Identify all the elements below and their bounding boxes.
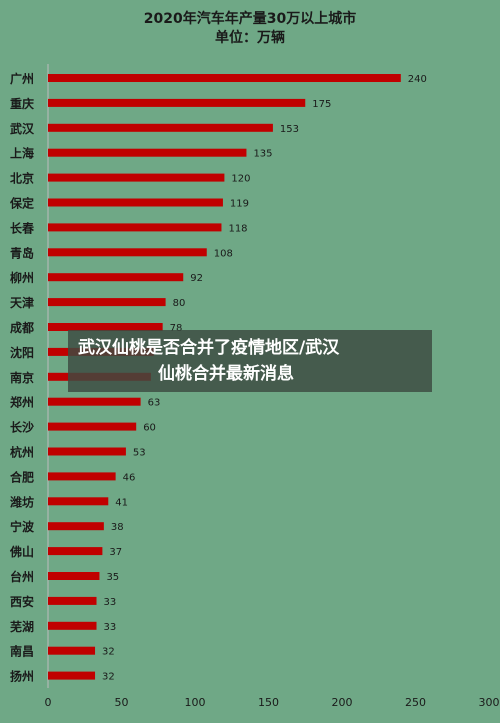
bar [48, 273, 184, 282]
x-tick-label: 100 [185, 696, 206, 709]
category-label: 武汉 [10, 121, 35, 136]
bar [48, 497, 109, 506]
data-label: 63 [148, 398, 161, 409]
category-label: 保定 [9, 196, 34, 211]
category-label: 上海 [10, 146, 34, 161]
category-label: 长沙 [10, 420, 34, 435]
category-label: 芜湖 [10, 619, 34, 634]
data-label: 33 [104, 622, 117, 633]
bar [48, 123, 273, 132]
category-label: 西安 [10, 594, 34, 609]
bar [48, 223, 222, 232]
x-tick-label: 200 [332, 696, 353, 709]
headline-overlay: 武汉仙桃是否合并了疫情地区/武汉 仙桃合并最新消息 [68, 330, 432, 392]
category-label: 柳州 [10, 270, 34, 285]
data-label: 38 [111, 522, 124, 533]
bar [48, 148, 247, 157]
category-label: 天津 [10, 295, 34, 310]
data-label: 92 [190, 273, 203, 284]
category-label: 沈阳 [10, 345, 34, 360]
category-label: 长春 [10, 220, 35, 235]
bar [48, 198, 223, 207]
category-label: 青岛 [10, 245, 34, 260]
x-tick-label: 0 [45, 696, 52, 709]
category-label: 佛山 [9, 544, 34, 559]
x-tick-label: 150 [258, 696, 279, 709]
chart-subtitle: 单位：万辆 [215, 30, 285, 46]
category-label: 杭州 [10, 445, 34, 460]
bar [48, 522, 104, 531]
data-label: 108 [214, 248, 233, 259]
category-label: 成都 [10, 320, 34, 335]
category-label: 广州 [10, 71, 34, 86]
data-label: 119 [230, 199, 249, 210]
bar [48, 472, 116, 481]
bar [48, 74, 401, 82]
data-label: 32 [102, 672, 115, 683]
bar [48, 671, 96, 680]
category-label: 郑州 [10, 395, 34, 410]
category-label: 南京 [10, 370, 34, 385]
data-label: 60 [143, 423, 156, 434]
data-label: 153 [280, 124, 299, 135]
bar [48, 447, 126, 456]
x-tick-label: 300 [479, 696, 500, 709]
overlay-line-2: 仙桃合并最新消息 [158, 364, 294, 384]
overlay-line-1: 武汉仙桃是否合并了疫情地区/武汉 [78, 338, 340, 358]
category-label: 台州 [10, 569, 34, 584]
data-label: 53 [133, 448, 146, 459]
bar [48, 572, 100, 580]
category-label: 潍坊 [9, 494, 34, 509]
category-label: 扬州 [10, 669, 34, 684]
bar [48, 173, 225, 182]
data-label: 46 [123, 472, 136, 483]
data-label: 135 [253, 149, 272, 160]
data-label: 118 [228, 223, 247, 234]
bar [48, 621, 97, 630]
data-label: 240 [408, 74, 427, 85]
category-label: 南昌 [10, 644, 34, 659]
bar [48, 298, 166, 307]
bar [48, 596, 97, 605]
data-label: 120 [231, 174, 250, 185]
bar [48, 98, 306, 107]
category-label: 北京 [10, 171, 34, 186]
data-label: 41 [115, 497, 128, 508]
category-label: 宁波 [10, 519, 35, 534]
category-label: 合肥 [10, 469, 34, 484]
x-tick-label: 50 [115, 696, 129, 709]
data-label: 37 [109, 547, 122, 558]
chart-title-block: 2020年汽车年产量30万以上城市 单位：万辆 [0, 10, 500, 48]
bar [48, 547, 103, 556]
bar [48, 422, 137, 431]
data-label: 33 [104, 597, 117, 608]
bar [48, 323, 163, 331]
data-label: 80 [173, 298, 186, 309]
data-label: 78 [170, 323, 183, 334]
data-label: 32 [102, 647, 115, 658]
data-label: 35 [106, 572, 119, 583]
category-label: 重庆 [10, 96, 34, 111]
bar [48, 397, 141, 406]
bar [48, 248, 207, 257]
chart-title: 2020年汽车年产量30万以上城市 [143, 11, 357, 27]
bar [48, 646, 96, 655]
data-label: 175 [312, 99, 331, 110]
x-tick-label: 250 [405, 696, 426, 709]
